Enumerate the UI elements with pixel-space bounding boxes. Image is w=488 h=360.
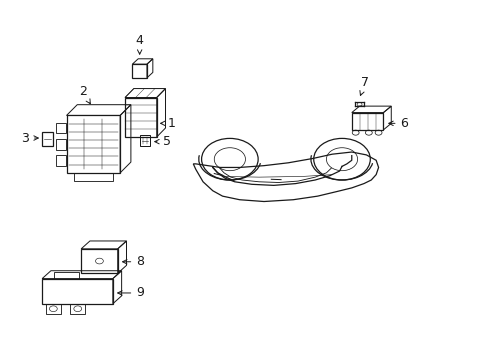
Bar	[74, 173, 113, 181]
Bar	[56, 139, 65, 149]
Text: 9: 9	[118, 287, 144, 300]
Bar	[54, 272, 79, 279]
Bar	[46, 304, 61, 314]
Text: 1: 1	[160, 117, 175, 130]
Bar	[351, 113, 383, 130]
Text: 2: 2	[79, 85, 90, 104]
Text: 8: 8	[122, 255, 144, 268]
Bar	[125, 98, 157, 137]
Bar	[81, 249, 118, 273]
Bar	[42, 279, 113, 304]
Text: 7: 7	[359, 76, 368, 95]
Bar	[70, 304, 85, 314]
Text: 6: 6	[388, 117, 407, 130]
Bar	[56, 123, 65, 134]
Bar	[140, 135, 150, 146]
Text: 3: 3	[21, 131, 38, 145]
Text: 5: 5	[154, 135, 170, 148]
Bar	[132, 64, 147, 78]
Text: 4: 4	[136, 34, 143, 54]
Bar	[56, 155, 65, 166]
Bar	[42, 132, 53, 146]
Bar	[66, 116, 120, 173]
